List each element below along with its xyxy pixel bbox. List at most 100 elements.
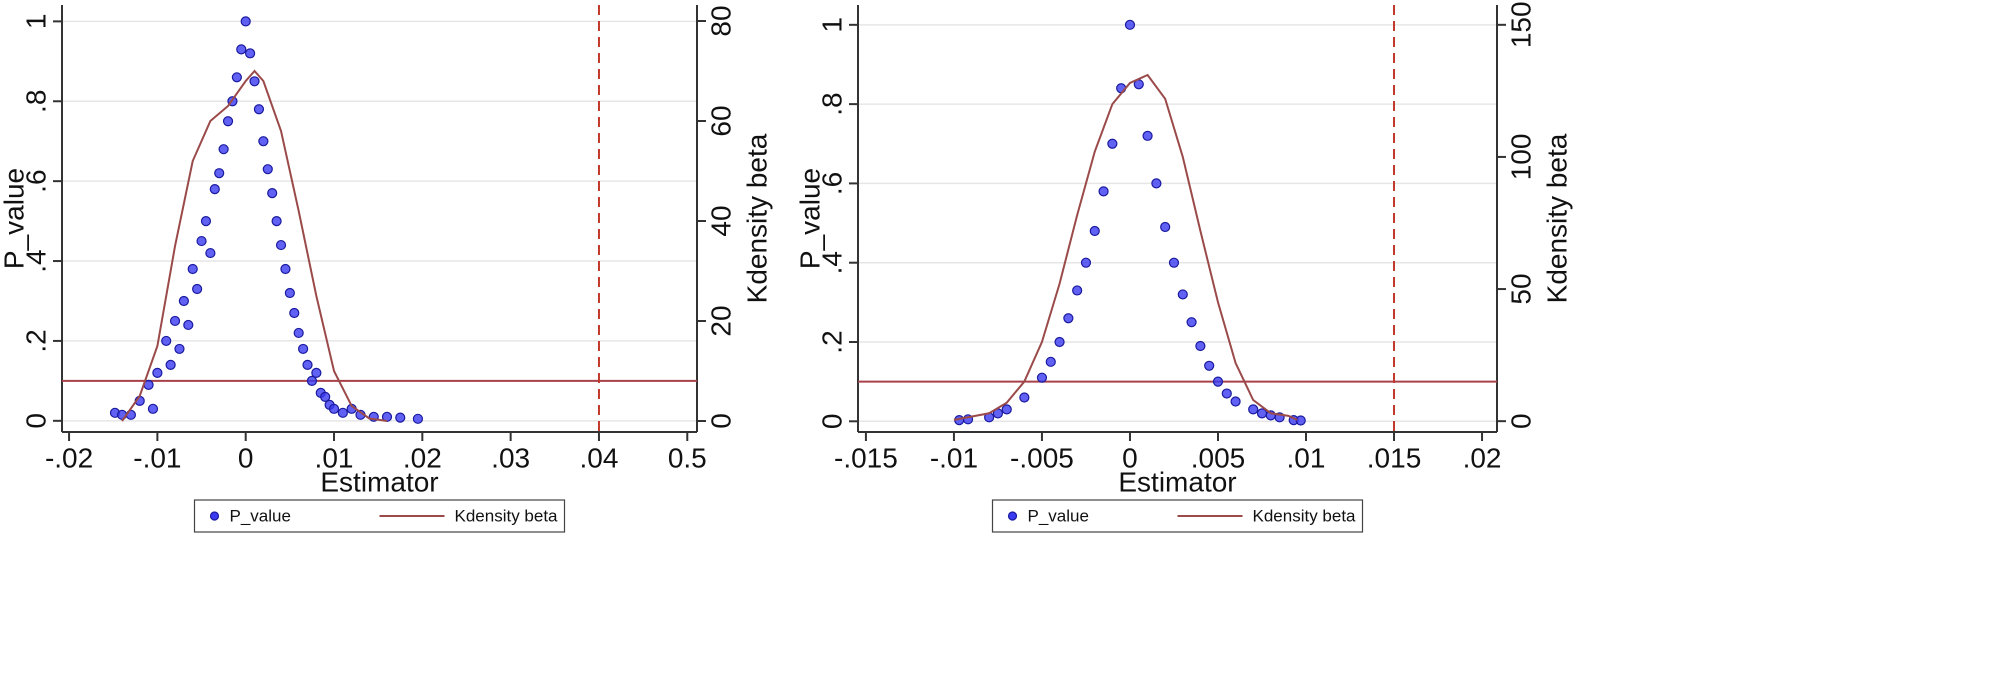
point (1124, 19, 1136, 30)
point (289, 307, 300, 319)
point (174, 343, 185, 355)
chart: 0 .2 .4 .6 .8 1 0 20 40 60 80 -.02 -.01 0 .01 .02 .03 .04… (0, 5, 772, 533)
point (311, 367, 322, 378)
x-axis-title: Estimator (320, 466, 438, 497)
point (275, 239, 287, 251)
point (200, 215, 212, 227)
point (1089, 225, 1100, 237)
chart: 0 .2 .4 .6 .8 1 0 50 100 150 -.015 -.01 -.005 0 .005 .0… (794, 1, 1572, 533)
y-axis-title: P_value (0, 168, 29, 269)
y-tick-label: .8 (20, 90, 51, 113)
x-tick-label: .01 (1287, 442, 1326, 473)
point (1160, 221, 1171, 233)
point (1204, 360, 1215, 371)
x-tick-label: .02 (1463, 442, 1502, 473)
density-line (121, 69, 388, 422)
y2-tick-label: 100 (1505, 134, 1536, 181)
y2-tick-label: 0 (705, 413, 736, 429)
x-tick-label: 0 (1122, 442, 1138, 473)
point (293, 327, 304, 339)
point (1098, 186, 1109, 197)
point (262, 164, 273, 175)
point (1151, 178, 1162, 189)
point (1142, 130, 1153, 141)
x-tick-label: -.01 (930, 442, 978, 473)
point (1177, 289, 1188, 300)
legend-label: P_value (1028, 506, 1089, 525)
y2-axis-title: Kdensity beta (741, 133, 772, 303)
y2-tick-label: 0 (1505, 413, 1536, 429)
point (209, 184, 220, 195)
y2-tick-label: 150 (1505, 1, 1536, 48)
point (178, 295, 189, 307)
point (196, 235, 207, 247)
y2-axis-title: Kdensity beta (1541, 133, 1572, 303)
y-tick-label: .8 (816, 92, 847, 115)
point (165, 359, 176, 370)
point (284, 287, 295, 299)
point (306, 375, 318, 386)
point (258, 136, 269, 147)
point (161, 335, 172, 347)
point (1063, 313, 1074, 324)
point (271, 215, 282, 227)
point (267, 188, 278, 199)
x-tick-label: .005 (1191, 442, 1246, 473)
point (337, 407, 348, 418)
point (1036, 372, 1048, 383)
y2-tick-label: 20 (705, 305, 736, 336)
point (320, 391, 331, 402)
y2-tick-label: 40 (705, 205, 736, 236)
point (1186, 317, 1197, 328)
y-tick-label: 1 (816, 17, 847, 33)
point (183, 319, 194, 331)
x-tick-label: -.02 (45, 442, 93, 473)
point (1045, 356, 1056, 367)
point (1168, 257, 1180, 268)
x-tick-label: 0.5 (668, 442, 707, 473)
point (214, 168, 225, 179)
x-tick-label: .015 (1367, 442, 1422, 473)
point (147, 403, 159, 414)
point (1295, 415, 1306, 426)
legend-label: Kdensity beta (1253, 506, 1357, 525)
x-axis-title: Estimator (1118, 466, 1236, 497)
point (1072, 285, 1083, 296)
x-tick-label: .03 (491, 442, 530, 473)
y-tick-label: .2 (816, 330, 847, 353)
point (298, 343, 309, 355)
x-tick-label: .01 (315, 442, 354, 473)
point (240, 16, 251, 27)
point (249, 76, 260, 87)
x-tick-label: -.01 (133, 442, 181, 473)
point (280, 263, 291, 275)
y2-tick-label: 50 (1505, 273, 1536, 304)
legend-label: Kdensity beta (455, 506, 559, 525)
y-tick-label: .6 (20, 169, 51, 192)
legend-label: P_value (230, 506, 291, 525)
point (1230, 396, 1241, 407)
y-tick-label: .2 (20, 329, 51, 352)
point (1212, 376, 1224, 387)
point (245, 48, 256, 59)
point (1107, 138, 1118, 149)
y-tick-label: 0 (20, 413, 51, 429)
point (395, 412, 406, 423)
x-tick-label: -.005 (1010, 442, 1074, 473)
point (152, 367, 163, 378)
point (1001, 404, 1012, 415)
point (231, 72, 242, 83)
point (1195, 340, 1206, 352)
x-tick-label: .04 (579, 442, 618, 473)
y2-tick-label: 60 (705, 105, 736, 136)
point (253, 104, 265, 115)
point (381, 411, 393, 422)
y-tick-label: 1 (20, 14, 51, 30)
point (1054, 336, 1065, 348)
point (169, 315, 181, 327)
point (222, 116, 234, 127)
x-tick-label: -.015 (834, 442, 898, 473)
point (412, 413, 424, 424)
legend-marker (1007, 511, 1018, 521)
